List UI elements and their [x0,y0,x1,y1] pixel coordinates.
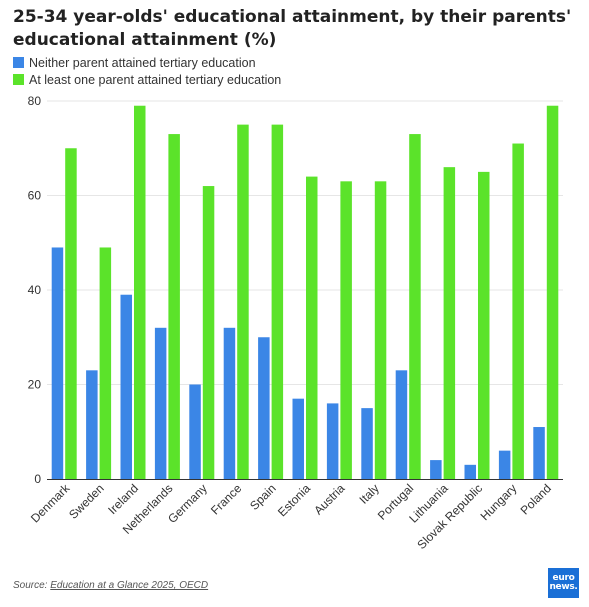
x-tick-label-denmark: Denmark [28,481,73,526]
bar-neither-austria [326,403,339,479]
legend-label-at-least-one: At least one parent attained tertiary ed… [29,72,282,87]
bar-neither-ireland [120,294,132,479]
bar-at-least-one-slovak-republic [478,171,490,479]
logo-line-1: euro [552,573,575,583]
bar-chart: 020406080DenmarkSwedenIrelandNetherlands… [28,94,563,552]
y-tick-label-0: 0 [34,472,41,486]
legend-label-neither: Neither parent attained tertiary educati… [29,55,256,70]
bar-neither-lithuania [430,460,442,479]
bar-neither-italy [361,408,373,479]
bar-at-least-one-sweden [99,247,112,479]
bar-neither-slovak-republic [464,464,476,479]
bar-at-least-one-lithuania [443,167,456,479]
x-tick-label-france: France [208,481,245,518]
legend-swatch-neither [13,57,24,68]
bar-neither-hungary [498,450,511,479]
bar-neither-portugal [395,370,408,479]
bar-at-least-one-italy [374,181,387,479]
bar-at-least-one-denmark [65,148,77,479]
y-tick-label-60: 60 [28,189,42,203]
x-tick-label-hungary: Hungary [478,481,520,523]
bar-neither-france [223,327,236,479]
logo-line-2: news. [549,582,578,592]
bar-neither-sweden [86,370,98,479]
bar-neither-denmark [51,247,64,479]
y-tick-label-20: 20 [28,378,42,392]
bar-neither-spain [258,337,270,479]
legend-item-at-least-one: At least one parent attained tertiary ed… [13,71,281,88]
bar-at-least-one-germany [202,186,215,480]
y-tick-label-40: 40 [28,283,42,297]
y-tick-label-80: 80 [28,94,42,108]
bar-neither-poland [533,427,545,479]
bar-at-least-one-hungary [512,143,524,479]
x-tick-label-poland: Poland [518,481,554,517]
bar-at-least-one-netherlands [168,134,180,479]
source-link[interactable]: Education at a Glance 2025, OECD [50,580,209,591]
source-note: Source: Education at a Glance 2025, OECD [13,580,208,591]
x-tick-label-estonia: Estonia [275,481,313,519]
bar-at-least-one-poland [546,105,559,479]
x-tick-label-sweden: Sweden [66,481,107,522]
source-prefix: Source: [13,580,48,591]
bar-at-least-one-portugal [409,134,421,479]
bar-neither-germany [189,384,201,479]
x-tick-label-italy: Italy [356,481,381,506]
bar-at-least-one-estonia [306,176,318,479]
legend-swatch-at-least-one [13,74,24,85]
chart-title: 25-34 year-olds' educational attainment,… [13,7,572,50]
legend: Neither parent attained tertiary educati… [13,54,281,88]
euronews-logo: euro news. [548,568,579,598]
x-tick-label-austria: Austria [311,481,348,518]
legend-item-neither: Neither parent attained tertiary educati… [13,54,281,71]
x-tick-label-spain: Spain [247,481,279,513]
bar-at-least-one-france [237,124,249,479]
bar-at-least-one-austria [340,181,352,479]
bar-at-least-one-ireland [134,105,146,479]
bar-at-least-one-spain [271,124,284,479]
bar-neither-estonia [292,398,304,479]
bar-neither-netherlands [154,327,167,479]
